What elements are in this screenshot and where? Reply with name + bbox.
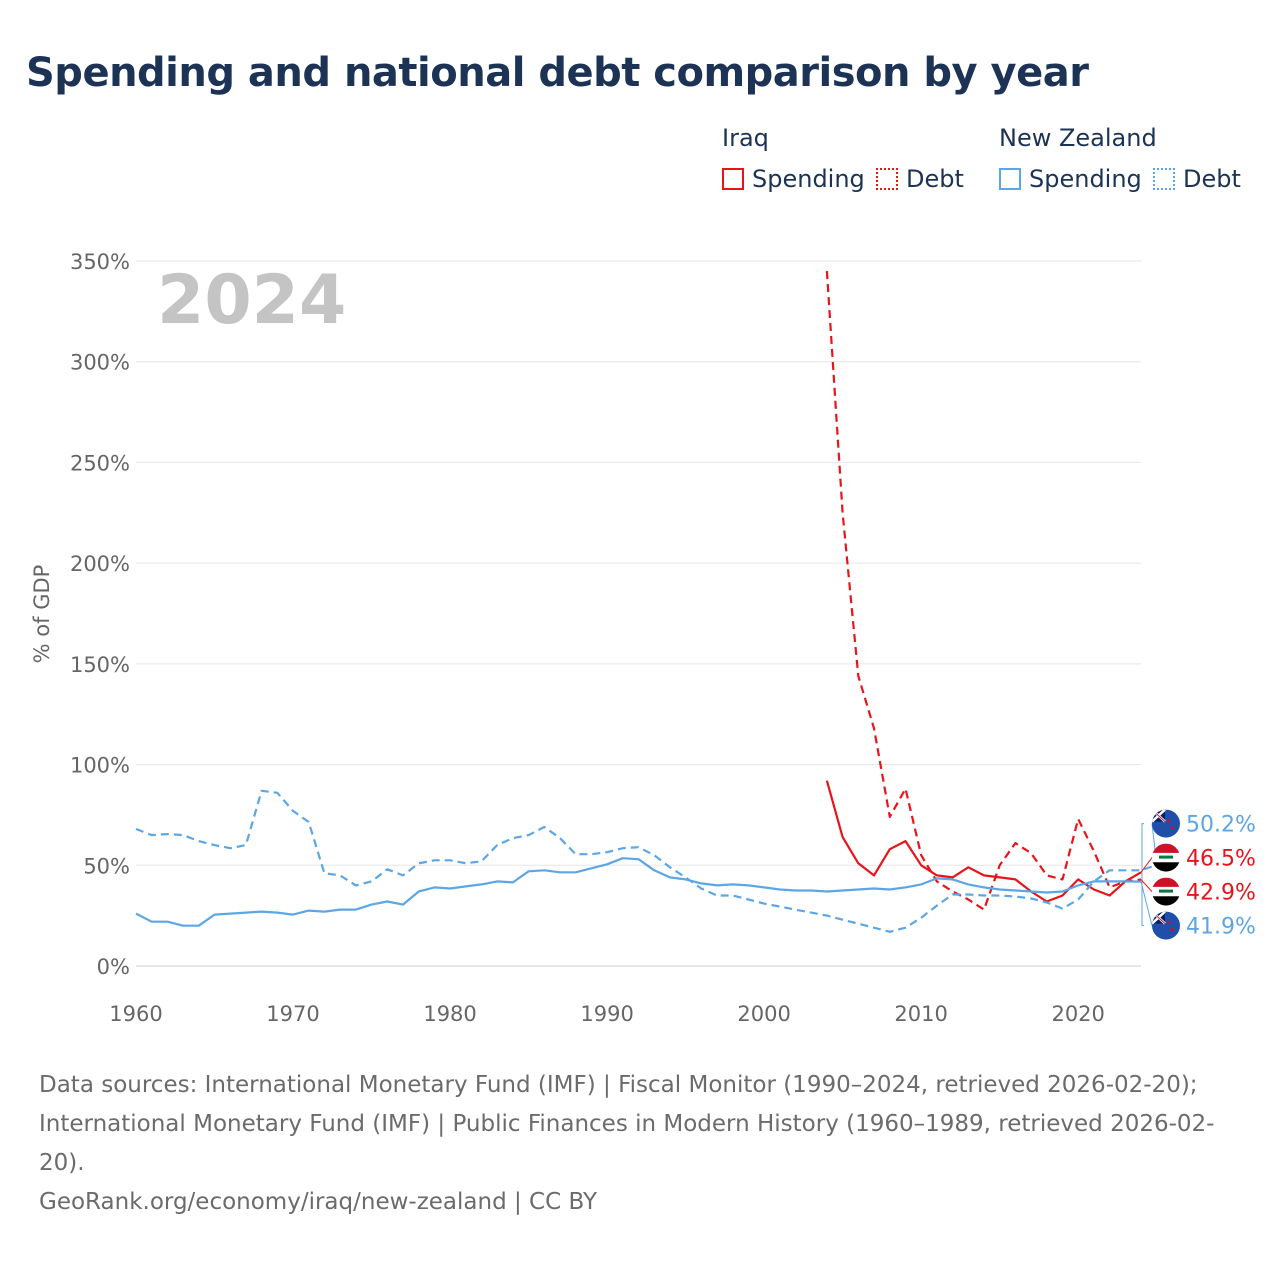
y-tick-label: 300%	[70, 351, 130, 375]
legend-swatch-solid-icon	[999, 168, 1021, 190]
iraq-spending-end-marker	[1152, 843, 1180, 872]
y-axis-label: % of GDP	[30, 565, 54, 664]
new-zealand-debt-line	[135, 789, 1158, 933]
iraq-spending-line	[825, 780, 1142, 903]
y-tick-label: 100%	[70, 754, 130, 778]
x-tick-label: 1960	[109, 1002, 162, 1026]
y-tick-label: 50%	[83, 854, 130, 878]
y-tick-label: 200%	[70, 552, 130, 576]
iraq-debt-end-label: 42.9%	[1186, 881, 1256, 906]
y-tick-label: 250%	[70, 451, 130, 475]
iraq-spending-end-label: 46.5%	[1186, 847, 1256, 872]
legend-label: Spending	[1029, 165, 1142, 193]
new-zealand-spending-end-label: 41.9%	[1186, 915, 1256, 940]
new-zealand-spending-line	[135, 857, 1142, 927]
iraq-debt-line	[825, 271, 1142, 911]
grid-lines	[136, 260, 1141, 967]
series-lines	[135, 271, 1158, 933]
data-sources: Data sources: International Monetary Fun…	[39, 1072, 1215, 1176]
new-zealand-flag-icon	[1152, 911, 1180, 940]
end-label-connector	[1140, 881, 1153, 926]
legend-label: Debt	[1183, 165, 1241, 193]
legend-swatch-dotted-icon	[1153, 168, 1175, 190]
new-zealand-debt-end-marker	[1152, 809, 1180, 838]
x-tick-label: 2010	[894, 1002, 947, 1026]
chart-title: Spending and national debt comparison by…	[26, 50, 1089, 96]
y-axis-ticks: 0% 50% 100% 150% 200% 250% 300% 350%	[70, 250, 130, 979]
legend-group-new-zealand: New Zealand	[999, 124, 1157, 152]
end-label-connector	[1140, 879, 1153, 892]
legend-label: Spending	[752, 165, 865, 193]
x-tick-label: 1980	[423, 1002, 476, 1026]
year-watermark: 2024	[157, 261, 346, 340]
x-tick-label: 1990	[580, 1002, 633, 1026]
iraq-flag-icon	[1152, 877, 1180, 906]
end-labels: 50.2% 46.5% 42.9% 41.9%	[1140, 809, 1256, 940]
iraq-debt-end-marker	[1152, 877, 1180, 906]
line-chart: 0%50%100%150%200%250%300%350% 1960 1970 19…	[30, 250, 1256, 1026]
new-zealand-spending-end-marker	[1152, 911, 1180, 940]
legend-new-zealand-debt[interactable]: Debt	[1153, 165, 1241, 193]
x-tick-label: 1970	[266, 1002, 319, 1026]
end-label-connector	[1140, 857, 1153, 873]
y-tick-label: 350%	[70, 250, 130, 274]
iraq-flag-icon	[1152, 843, 1180, 872]
legend-iraq-debt[interactable]: Debt	[876, 165, 964, 193]
legend-group-iraq: Iraq	[722, 124, 769, 152]
footer: Data sources: International Monetary Fun…	[39, 1066, 1239, 1222]
x-axis-ticks: 1960 1970 1980 1990 2000 2010 2020	[109, 1002, 1105, 1026]
x-tick-label: 2020	[1051, 1002, 1104, 1026]
end-label-bracket	[1141, 823, 1144, 927]
legend-swatch-dotted-icon	[876, 168, 898, 190]
x-tick-label: 2000	[737, 1002, 790, 1026]
new-zealand-flag-icon	[1152, 809, 1180, 838]
legend-label: Debt	[906, 165, 964, 193]
y-tick-label: 0%	[97, 955, 130, 979]
legend-new-zealand-spending[interactable]: Spending	[999, 165, 1142, 193]
legend-iraq-spending[interactable]: Spending	[722, 165, 865, 193]
new-zealand-debt-end-label: 50.2%	[1186, 813, 1256, 838]
y-tick-label: 150%	[70, 653, 130, 677]
credit-link[interactable]: GeoRank.org/economy/iraq/new-zealand | C…	[39, 1189, 598, 1215]
legend-swatch-solid-icon	[722, 168, 744, 190]
